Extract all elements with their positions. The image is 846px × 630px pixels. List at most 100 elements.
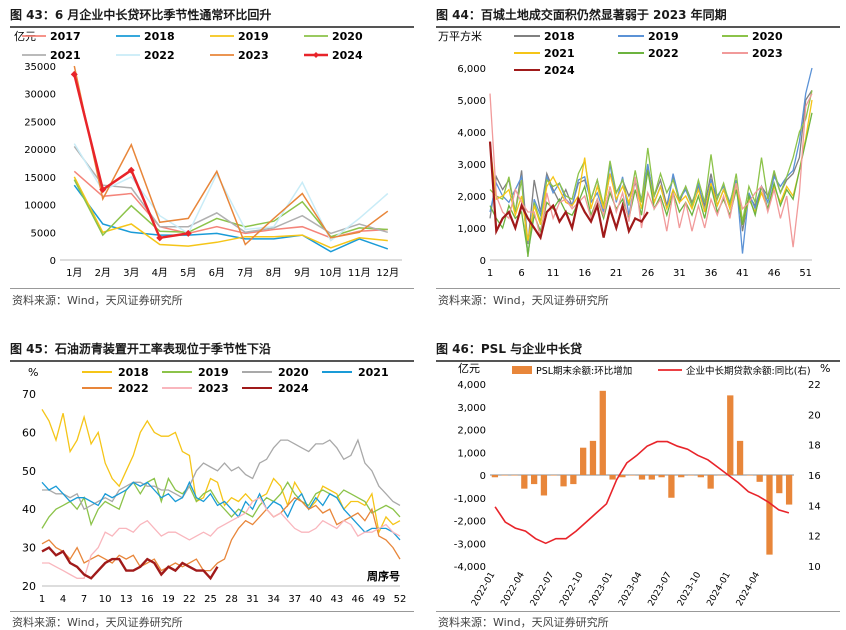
y-tick-label: 60 — [22, 426, 36, 439]
x-tick-label: 2022-10 — [558, 570, 586, 608]
x-tick-label: 9月 — [294, 267, 310, 279]
y2-tick-label: 20 — [808, 410, 821, 421]
title-divider — [436, 26, 840, 28]
x-tick-label: 31 — [673, 268, 686, 279]
y2-axis-unit: % — [820, 362, 830, 375]
bar-psl — [540, 475, 548, 496]
series-line-2022 — [73, 143, 389, 242]
legend-label: 2019 — [648, 30, 679, 43]
series-line-2023 — [42, 496, 401, 579]
bar-psl — [521, 475, 528, 489]
chart-panel-fig44: 图 44：百城土地成交面积仍然显著弱于 2023 年同期 万平方米 0 1,000 2… — [436, 0, 842, 312]
y-tick-label: 10000 — [24, 201, 56, 212]
legend-label: 2024 — [278, 382, 309, 395]
x-tick-label: 22 — [183, 594, 196, 605]
legend-label: 企业中长期贷款余额:同比(右) — [686, 365, 811, 377]
y-tick-label: 0 — [480, 256, 486, 267]
y-axis-unit: 万平方米 — [438, 29, 482, 43]
x-tick-label: 2023-01 — [588, 571, 615, 609]
source-divider — [436, 288, 840, 289]
x-tick-label: 51 — [799, 268, 812, 279]
y2-tick-label: 22 — [808, 380, 821, 391]
y-tick-label: 30 — [22, 542, 36, 555]
x-tick-label: 2024-04 — [735, 570, 763, 608]
bar-psl — [589, 440, 597, 475]
bar-psl — [648, 475, 655, 480]
x-tick-label: 31 — [246, 594, 259, 605]
x-tick-label: 46 — [352, 594, 365, 605]
x-tick-label: 6 — [518, 268, 524, 279]
legend-label: 2022 — [144, 49, 175, 62]
bar-psl — [687, 475, 695, 476]
chart-title: 图 44：百城土地成交面积仍然显著弱于 2023 年同期 — [436, 8, 727, 22]
y-tick-label: 50 — [22, 465, 36, 478]
legend-marker — [313, 52, 319, 58]
x-tick-label: 16 — [578, 268, 591, 279]
series-line-2018 — [41, 409, 401, 535]
y2-tick-label: 12 — [808, 532, 821, 543]
x-tick-label: 25 — [204, 594, 217, 605]
x-tick-label: 28 — [225, 594, 238, 605]
x-tick-label: 26 — [641, 268, 654, 279]
legend-label: 2022 — [118, 382, 149, 395]
x-tick-label: 46 — [768, 268, 781, 279]
series-line-2018 — [73, 184, 389, 253]
source-note: 资料来源：Wind，天风证券研究所 — [12, 294, 183, 307]
x-tick-label: 21 — [610, 268, 623, 279]
bar-psl — [658, 475, 665, 478]
y-tick-label: 6,000 — [457, 64, 486, 75]
y-tick-label: 0 — [480, 471, 486, 482]
x-tick-label: 41 — [736, 268, 749, 279]
y-tick-label: 2,000 — [457, 426, 486, 437]
legend-label: 2018 — [118, 366, 149, 379]
x-tick-label: 1 — [487, 268, 493, 279]
series-line-2022 — [41, 496, 401, 572]
x-tick-label: 4月 — [152, 267, 168, 279]
series-line-2023 — [489, 93, 813, 248]
x-tick-label: 16 — [141, 594, 154, 605]
bar-psl — [678, 475, 685, 478]
y-tick-label: -4,000 — [454, 562, 486, 573]
x-tick-label: 7 — [81, 594, 87, 605]
y-tick-label: 40 — [22, 503, 36, 516]
legend-label: 2023 — [198, 382, 229, 395]
series-line-2021 — [73, 145, 389, 235]
x-tick-label: 12月 — [376, 267, 399, 279]
y-tick-label: -1,000 — [454, 494, 486, 505]
bar-psl — [491, 475, 499, 478]
legend-label: 2020 — [332, 30, 363, 43]
source-note: 资料来源：Wind，天风证券研究所 — [438, 616, 609, 629]
y-tick-label: 3,000 — [457, 160, 486, 171]
bar-psl — [560, 475, 567, 487]
y-tick-label: 5000 — [31, 228, 56, 239]
x-tick-label: 37 — [288, 594, 301, 605]
legend-label: 2017 — [50, 30, 81, 43]
legend-label: 2019 — [238, 30, 269, 43]
bar-psl — [550, 475, 557, 476]
x-tick-label: 2022-07 — [529, 571, 556, 609]
y-tick-label: 3,000 — [457, 403, 486, 414]
source-divider — [10, 288, 414, 289]
series-line-2019 — [73, 176, 388, 249]
x-axis-label: 周序号 — [367, 569, 400, 583]
bar-psl — [766, 475, 773, 555]
bar-psl — [736, 440, 744, 475]
series-line-2020 — [489, 90, 813, 257]
bar-psl — [619, 475, 626, 478]
x-tick-label: 52 — [394, 594, 407, 605]
chart-title: 图 46：PSL 与企业中长贷 — [436, 342, 583, 356]
legend-label: 2024 — [544, 64, 575, 77]
x-tick-label: 36 — [705, 268, 718, 279]
data-point-2024 — [99, 186, 107, 194]
x-tick-label: 43 — [330, 594, 343, 605]
title-divider — [10, 360, 414, 362]
y-tick-label: 4,000 — [457, 380, 486, 391]
x-tick-label: 1月 — [66, 267, 82, 279]
chart-fig46: 亿元 % -4,000 -3,000 -2,000 -1,000 0 1,000 2,000 3,… — [454, 362, 831, 609]
chart-title: 图 45：石油沥青装置开工率表现位于季节性下沿 — [10, 342, 271, 356]
data-point-2024 — [156, 234, 164, 242]
y-tick-label: 1,000 — [457, 448, 486, 459]
bar-psl — [776, 475, 783, 494]
series-line-2021 — [41, 480, 401, 541]
